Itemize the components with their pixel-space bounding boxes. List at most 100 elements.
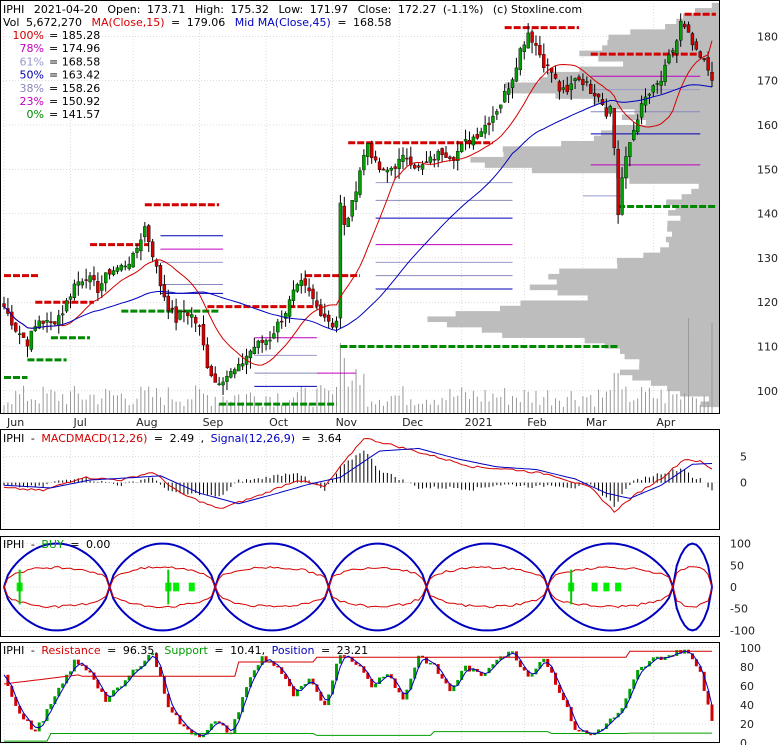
profile-bar bbox=[680, 215, 720, 222]
buy-header: IPHI - BUY = 0.00 bbox=[3, 538, 110, 551]
position-line bbox=[3, 650, 713, 736]
candle-body bbox=[675, 40, 679, 55]
candle-body bbox=[495, 111, 499, 115]
candle-body bbox=[401, 154, 405, 162]
candle-body bbox=[659, 80, 663, 86]
rsp-bar bbox=[319, 691, 323, 701]
candle-body bbox=[330, 322, 335, 328]
candle-body bbox=[608, 106, 612, 114]
rsp-bar bbox=[698, 666, 702, 672]
candle-body bbox=[29, 330, 34, 350]
profile-bar bbox=[615, 172, 720, 179]
rsp-bar bbox=[655, 656, 659, 659]
close-value: 172.27 bbox=[398, 3, 437, 16]
candle-body bbox=[589, 84, 593, 94]
candle-body bbox=[514, 67, 519, 82]
candle-body bbox=[616, 149, 620, 216]
rsp-bars bbox=[6, 649, 714, 738]
candle-body bbox=[350, 200, 354, 217]
rsp-bar bbox=[233, 719, 237, 734]
month-tick-label: Dec bbox=[402, 416, 423, 429]
candle-body bbox=[577, 76, 581, 81]
rsp-bar bbox=[456, 679, 460, 686]
rsp-bar bbox=[245, 687, 249, 698]
macd-header: IPHI - MACDMACD(12,26) = 2.49 , Signal(1… bbox=[3, 432, 342, 445]
buy-signal-box bbox=[188, 582, 195, 592]
candle-body bbox=[538, 45, 542, 56]
candle-body bbox=[381, 168, 386, 171]
candle-body bbox=[276, 321, 280, 333]
candle-body bbox=[174, 306, 178, 323]
rsp-frame bbox=[0, 642, 720, 743]
rsp-bar bbox=[182, 724, 186, 727]
candle-body bbox=[581, 79, 585, 86]
profile-bar bbox=[548, 273, 720, 280]
rsp-bar bbox=[84, 665, 88, 671]
profile-bar bbox=[711, 2, 720, 9]
rsp-bar bbox=[288, 679, 292, 687]
candle-body bbox=[115, 267, 120, 272]
signal-value: 3.64 bbox=[317, 432, 342, 445]
rsp-bar bbox=[166, 693, 170, 708]
fib-pct-label: 23% bbox=[20, 95, 44, 108]
rsp-bar bbox=[119, 686, 123, 688]
vol-value: 5,672,270 bbox=[26, 16, 82, 29]
price-tick-label: 100 bbox=[757, 385, 778, 398]
macd-name: MACD bbox=[41, 432, 74, 445]
rsp-bar bbox=[45, 709, 49, 722]
candle-body bbox=[295, 284, 300, 292]
candle-body bbox=[432, 159, 436, 161]
candle-body bbox=[272, 333, 276, 339]
candle-body bbox=[10, 311, 14, 326]
candle-body bbox=[25, 339, 30, 347]
month-tick-label: Nov bbox=[336, 416, 358, 429]
rsp-tick-label: 60 bbox=[740, 680, 754, 693]
fib-value-label: = 158.26 bbox=[49, 82, 100, 95]
ma15-value: 179.06 bbox=[187, 16, 226, 29]
rsp-bar bbox=[663, 656, 667, 660]
candle-body bbox=[413, 164, 417, 169]
rsp-bar bbox=[573, 721, 577, 730]
profile-bar bbox=[481, 327, 720, 333]
profile-bar bbox=[667, 226, 720, 232]
candle-body bbox=[334, 320, 339, 328]
candle-body bbox=[107, 269, 112, 275]
profile-bar bbox=[667, 385, 720, 392]
fib-pct-label: 100% bbox=[13, 29, 44, 42]
month-tick-label: Jul bbox=[72, 416, 86, 429]
rsp-bar bbox=[190, 729, 194, 735]
rsp-bar bbox=[526, 670, 530, 677]
candle-body bbox=[671, 50, 675, 53]
candle-body bbox=[499, 104, 503, 109]
rsp-tick-label: 20 bbox=[740, 718, 754, 731]
signal-label: Signal(12,26,9) bbox=[211, 432, 295, 445]
candle-body bbox=[41, 320, 45, 324]
candle-body bbox=[248, 350, 253, 359]
rsp-bar bbox=[53, 696, 57, 705]
profile-bar bbox=[660, 247, 720, 253]
profile-bar bbox=[579, 66, 720, 73]
profile-bar bbox=[694, 8, 720, 14]
rsp-bar bbox=[162, 676, 166, 694]
rsp-bar bbox=[495, 659, 499, 665]
candle-body bbox=[628, 142, 632, 157]
rsp-tick-label: 100 bbox=[740, 642, 761, 655]
rsp-bar bbox=[37, 722, 41, 732]
rsp-bar bbox=[18, 705, 22, 714]
rsp-bar bbox=[624, 698, 628, 709]
rsp-bar bbox=[131, 669, 135, 676]
candle-body bbox=[287, 299, 292, 317]
profile-bar bbox=[665, 24, 720, 30]
macd-panel: 05 IPHI - MACDMACD(12,26) = 2.49 , Signa… bbox=[0, 429, 747, 530]
position-value: 23.21 bbox=[337, 644, 369, 657]
candle-body bbox=[546, 64, 550, 67]
candle-body bbox=[389, 167, 393, 171]
candle-body bbox=[68, 296, 73, 300]
rsp-bar bbox=[538, 662, 542, 669]
candle-body bbox=[440, 148, 444, 156]
candle-body bbox=[553, 73, 558, 79]
candle-body bbox=[604, 107, 609, 117]
res-eq: = bbox=[107, 644, 116, 657]
rsp-bar bbox=[315, 684, 319, 692]
rsp-bar bbox=[460, 670, 464, 680]
